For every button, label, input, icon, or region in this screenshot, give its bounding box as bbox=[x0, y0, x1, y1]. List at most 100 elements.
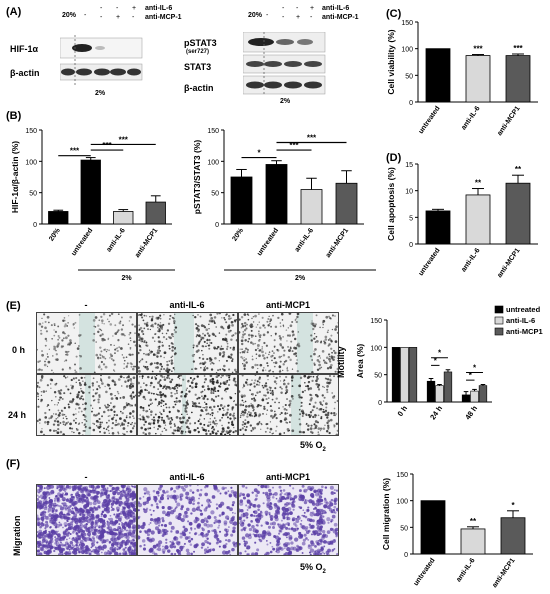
stained-cell bbox=[128, 529, 132, 533]
cell-dot bbox=[107, 406, 110, 408]
cell-dot bbox=[225, 359, 228, 362]
cell-dot bbox=[326, 331, 329, 334]
cell-dot bbox=[255, 326, 258, 328]
stained-cell bbox=[49, 539, 54, 544]
stained-cell bbox=[108, 550, 113, 555]
cell-dot bbox=[261, 316, 264, 319]
cell-dot bbox=[284, 359, 288, 363]
cell-dot bbox=[73, 327, 75, 329]
x-tick-label: anti-IL-6 bbox=[106, 227, 127, 253]
stained-cell bbox=[311, 519, 315, 523]
cell-dot bbox=[275, 382, 278, 385]
cell-dot bbox=[212, 420, 214, 422]
cell-dot bbox=[42, 390, 46, 393]
cell-dot bbox=[65, 353, 67, 356]
stained-cell bbox=[165, 541, 168, 544]
stained-cell bbox=[42, 514, 46, 518]
western-blot-stat3: 20% - - - + anti-IL-6 - + - anti-MCP-1 p… bbox=[180, 0, 380, 105]
stained-cell bbox=[198, 497, 200, 500]
stained-cell bbox=[41, 519, 44, 522]
cell-dot bbox=[97, 426, 100, 429]
stained-cell bbox=[309, 518, 313, 522]
cell-dot bbox=[159, 384, 163, 387]
cell-dot bbox=[247, 333, 251, 337]
cell-dot bbox=[243, 425, 245, 428]
cell-dot bbox=[275, 425, 278, 428]
cell-dot bbox=[139, 393, 142, 396]
cell-dot bbox=[292, 333, 295, 337]
stained-cell bbox=[75, 492, 79, 497]
stained-cell bbox=[57, 546, 61, 550]
stained-cell bbox=[44, 529, 47, 532]
blot-row-sublabel: (ser727) bbox=[186, 49, 210, 55]
cell-dot bbox=[223, 409, 225, 411]
cell-dot bbox=[173, 329, 176, 331]
cell-dot bbox=[48, 321, 50, 324]
bar bbox=[335, 182, 358, 225]
cell-dot bbox=[123, 363, 125, 365]
cell-dot bbox=[84, 402, 87, 405]
bar bbox=[400, 347, 409, 403]
stained-cell bbox=[114, 515, 119, 519]
stained-cell bbox=[127, 546, 132, 551]
cell-dot bbox=[212, 399, 215, 402]
cell-dot bbox=[234, 403, 237, 406]
cell-dot bbox=[107, 425, 110, 427]
cell-dot bbox=[186, 425, 189, 429]
stained-cell bbox=[142, 496, 145, 498]
stained-cell bbox=[107, 517, 110, 520]
stained-cell bbox=[309, 512, 314, 517]
stained-cell bbox=[57, 492, 61, 497]
stained-cell bbox=[245, 486, 248, 489]
stained-cell bbox=[232, 526, 236, 530]
cell-dot bbox=[74, 369, 76, 372]
stained-cell bbox=[58, 488, 62, 492]
cell-dot bbox=[168, 377, 170, 379]
cell-dot bbox=[100, 329, 103, 332]
cell-dot bbox=[83, 414, 85, 416]
cell-dot bbox=[257, 347, 259, 350]
cell-dot bbox=[201, 336, 205, 340]
stained-cell bbox=[78, 518, 81, 520]
cell-dot bbox=[129, 383, 132, 386]
cell-dot bbox=[291, 385, 294, 388]
cell-dot bbox=[126, 403, 129, 407]
cell-dot bbox=[203, 407, 206, 409]
stained-cell bbox=[247, 523, 251, 527]
stained-cell bbox=[207, 530, 211, 533]
stained-cell bbox=[78, 531, 81, 534]
cell-dot bbox=[62, 423, 65, 426]
bar bbox=[420, 500, 446, 555]
stained-cell bbox=[311, 502, 316, 506]
stained-cell bbox=[119, 490, 123, 494]
cell-dot bbox=[274, 361, 278, 365]
stained-cell bbox=[312, 507, 315, 510]
cell-dot bbox=[93, 413, 96, 417]
stained-cell bbox=[285, 512, 290, 516]
micro-texture bbox=[138, 375, 237, 435]
x-tick-label: untreated bbox=[70, 227, 94, 257]
cell-dot bbox=[145, 353, 148, 356]
cell-dot bbox=[303, 375, 307, 378]
cell-dot bbox=[206, 339, 209, 342]
stained-cell bbox=[314, 550, 317, 553]
stained-cell bbox=[84, 520, 87, 523]
stained-cell bbox=[127, 508, 132, 513]
stained-cell bbox=[98, 506, 101, 509]
cell-dot bbox=[109, 415, 111, 417]
cell-dot bbox=[175, 383, 179, 387]
cell-dot bbox=[265, 398, 268, 401]
cell-dot bbox=[331, 314, 334, 317]
cell-dot bbox=[328, 357, 331, 361]
cell-dot bbox=[115, 421, 117, 423]
cell-dot bbox=[184, 409, 187, 413]
stained-cell bbox=[189, 543, 193, 546]
stained-cell bbox=[86, 516, 89, 519]
y-tick-label: 10 bbox=[405, 189, 413, 196]
motility-label: Motility bbox=[336, 346, 346, 379]
cell-dot bbox=[253, 397, 256, 400]
stained-cell bbox=[138, 509, 140, 512]
cell-dot bbox=[61, 339, 64, 342]
cell-dot bbox=[64, 423, 67, 426]
cell-dot bbox=[209, 406, 212, 409]
